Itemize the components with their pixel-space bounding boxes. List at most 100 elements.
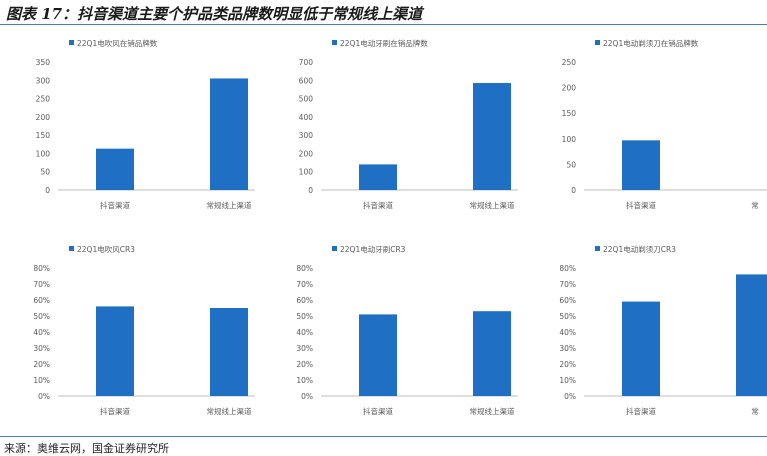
chart-panel-shaver-cr3: 22Q1电动剃须刀CR3 0% 10% 20% 30% 40% 50% 60% 70% 80% 抖音… [526,236,767,426]
y-tick-label: 50 [566,160,576,169]
bar [359,164,397,190]
bar [736,274,767,396]
y-tick-label: 200 [562,84,577,93]
y-tick-label: 60% [296,296,313,305]
bar [473,311,511,396]
y-tick-label: 0 [308,186,313,195]
legend-swatch [69,246,74,251]
legend-swatch [332,246,337,251]
bar [622,140,660,190]
y-tick-label: 40% [559,328,576,337]
y-tick-label: 80% [296,264,313,273]
chart-svg: 22Q1电动剃须刀CR3 0% 10% 20% 30% 40% 50% 60% 70% 80% 抖音… [559,244,767,416]
bar [210,308,248,396]
legend-label: 22Q1电动剃须刀CR3 [603,244,676,254]
y-tick-label: 30% [559,344,576,353]
bar [96,148,134,190]
y-tick-label: 80% [559,264,576,273]
y-tick-label: 50% [33,312,50,321]
legend-swatch [69,40,74,45]
y-tick-label: 10% [559,376,576,385]
chart-svg: 22Q1电动牙刷CR3 0% 10% 20% 30% 40% 50% 60% 70% 80% 抖音渠… [296,244,518,416]
source-divider [0,436,767,437]
x-tick-label: 抖音渠道 [100,406,130,416]
bar [622,301,660,396]
chart-panel-toothbrush-brands: 22Q1电动牙刷在销品牌数 0 100 200 300 400 500 600 700 抖音渠道 常… [263,30,518,220]
source-note: 来源：奥维云网，国金证券研究所 [4,442,169,455]
y-tick-label: 100 [562,135,577,144]
x-tick-label: 常 [751,407,759,416]
y-tick-label: 200 [36,113,51,122]
y-tick-label: 600 [299,76,314,85]
x-tick-label: 抖音渠道 [626,406,656,416]
legend-label: 22Q1电动牙刷CR3 [340,244,406,254]
y-tick-label: 0% [38,392,50,401]
y-tick-label: 100 [299,168,314,177]
y-tick-label: 20% [559,360,576,369]
x-tick-label: 抖音渠道 [363,200,393,210]
chart-svg: 22Q1电吹风在销品牌数 0 50 100 150 200 250 300 350 抖音渠道 常规线… [36,38,255,210]
chart-svg: 22Q1电动牙刷在销品牌数 0 100 200 300 400 500 600 700 抖音渠道 常… [299,38,518,210]
y-tick-label: 30% [296,344,313,353]
y-tick-label: 30% [33,344,50,353]
y-tick-label: 350 [36,58,51,67]
bar [210,78,248,190]
y-tick-label: 500 [299,95,314,104]
figure-title: 图表 17：抖音渠道主要个护品类品牌数明显低于常规线上渠道 [6,5,423,23]
chart-panel-hairdryer-brands: 22Q1电吹风在销品牌数 0 50 100 150 200 250 300 350 抖音渠道 常规线… [0,30,255,220]
y-tick-label: 0 [45,186,50,195]
y-tick-label: 100 [36,149,51,158]
legend-label: 22Q1电动牙刷在销品牌数 [340,38,428,48]
y-tick-label: 50% [559,312,576,321]
y-tick-label: 0% [301,392,313,401]
y-tick-label: 80% [33,264,50,273]
y-tick-label: 150 [36,131,51,140]
legend-label: 22Q1电动剃须刀在销品牌数 [603,38,699,48]
title-divider [0,24,767,25]
y-tick-label: 700 [299,58,314,67]
y-tick-label: 200 [299,149,314,158]
y-tick-label: 40% [33,328,50,337]
bar [359,314,397,396]
legend-swatch [332,40,337,45]
chart-svg: 22Q1电动剃须刀在销品牌数 0 50 100 150 200 250 抖音渠道 常 [562,38,767,210]
legend-label: 22Q1电吹风CR3 [77,244,135,254]
y-tick-label: 300 [299,131,314,140]
legend-label: 22Q1电吹风在销品牌数 [77,38,158,48]
y-tick-label: 70% [559,280,576,289]
x-tick-label: 常 [751,201,759,210]
x-tick-label: 抖音渠道 [100,200,130,210]
y-tick-label: 20% [296,360,313,369]
chart-svg: 22Q1电吹风CR3 0% 10% 20% 30% 40% 50% 60% 70% 80% 抖音渠道… [33,244,255,416]
y-tick-label: 70% [296,280,313,289]
x-tick-label: 常规线上渠道 [470,406,515,416]
y-tick-label: 10% [296,376,313,385]
x-tick-label: 抖音渠道 [363,406,393,416]
chart-panel-toothbrush-cr3: 22Q1电动牙刷CR3 0% 10% 20% 30% 40% 50% 60% 70% 80% 抖音渠… [263,236,518,426]
chart-panel-hairdryer-cr3: 22Q1电吹风CR3 0% 10% 20% 30% 40% 50% 60% 70% 80% 抖音渠道… [0,236,255,426]
y-tick-label: 0% [564,392,576,401]
y-tick-label: 20% [33,360,50,369]
bar [473,83,511,190]
y-tick-label: 70% [33,280,50,289]
y-tick-label: 40% [296,328,313,337]
x-tick-label: 常规线上渠道 [207,200,252,210]
legend-swatch [595,246,600,251]
x-tick-label: 常规线上渠道 [207,406,252,416]
y-tick-label: 150 [562,109,577,118]
y-tick-label: 300 [36,76,51,85]
y-tick-label: 60% [559,296,576,305]
x-tick-label: 抖音渠道 [626,200,656,210]
y-tick-label: 60% [33,296,50,305]
x-tick-label: 常规线上渠道 [470,200,515,210]
chart-panel-shaver-brands: 22Q1电动剃须刀在销品牌数 0 50 100 150 200 250 抖音渠道 常 [526,30,767,220]
y-tick-label: 400 [299,113,314,122]
y-tick-label: 50% [296,312,313,321]
legend-swatch [595,40,600,45]
y-tick-label: 50 [40,168,50,177]
bar [96,306,134,396]
y-tick-label: 250 [562,58,577,67]
y-tick-label: 0 [571,186,576,195]
y-tick-label: 10% [33,376,50,385]
y-tick-label: 250 [36,95,51,104]
